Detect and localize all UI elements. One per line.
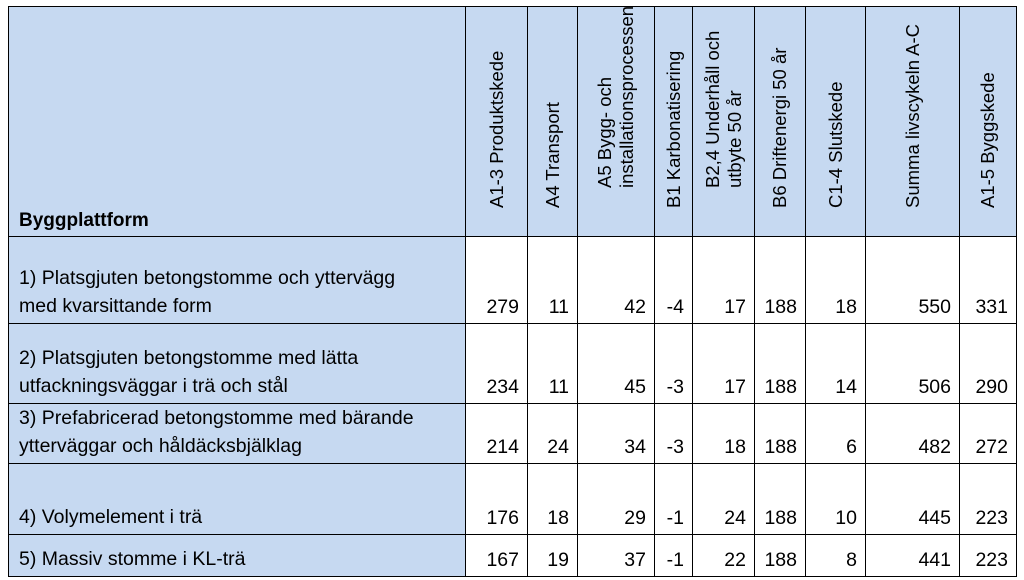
value-cell: 331 [959, 236, 1017, 324]
value-cell: -1 [654, 534, 693, 577]
row-label-line: 3) Prefabricerad betongstomme med bärand… [19, 407, 414, 429]
table-row: 3) Prefabricerad betongstomme med bärand… [8, 403, 1017, 464]
column-header-line-1: A5 Bygg- och [594, 76, 615, 188]
column-header-line-1: B2,4 Underhåll och [701, 30, 723, 188]
row-label: 5) Massiv stomme i KL-trä [8, 534, 466, 577]
row-label: 1) Platsgjuten betongstomme och ytterväg… [8, 236, 466, 324]
value-cell: 45 [577, 323, 655, 404]
value-cell: 8 [805, 534, 866, 577]
value-cell: 22 [692, 534, 755, 577]
value-cell: 445 [865, 463, 960, 535]
value-cell: 188 [754, 534, 806, 577]
value-cell: 550 [865, 236, 960, 324]
row-label-line: 5) Massiv stomme i KL-trä [19, 548, 246, 570]
column-header-a5: A5 Bygg- och installationsprocessen [577, 6, 655, 237]
value-cell: 188 [754, 403, 806, 464]
value-cell: 14 [805, 323, 866, 404]
value-cell: 223 [959, 463, 1017, 535]
value-cell: 214 [465, 403, 528, 464]
row-label: 4) Volymelement i trä [8, 463, 466, 535]
table-row: 4) Volymelement i trä 176 18 29 -1 24 18… [8, 463, 1017, 535]
value-cell: 18 [692, 403, 755, 464]
value-cell: 188 [754, 463, 806, 535]
row-label: 3) Prefabricerad betongstomme med bärand… [8, 403, 466, 464]
table-row: 5) Massiv stomme i KL-trä 167 19 37 -1 2… [8, 534, 1017, 577]
value-cell: 17 [692, 323, 755, 404]
value-cell: 11 [527, 236, 578, 324]
value-cell: 24 [692, 463, 755, 535]
column-header-line-2: installationsprocessen [616, 5, 637, 188]
value-cell: 176 [465, 463, 528, 535]
value-cell: 188 [754, 236, 806, 324]
column-header-a1-5: A1-5 Byggskede [959, 6, 1017, 237]
column-header-text: A1-3 Produktskede [485, 50, 507, 208]
column-header-a1-3: A1-3 Produktskede [465, 6, 528, 237]
value-cell: 290 [959, 323, 1017, 404]
value-cell: 42 [577, 236, 655, 324]
column-header-b2-4: B2,4 Underhåll och utbyte 50 år [692, 6, 755, 237]
column-header-text: B6 Driftenergi 50 år [769, 47, 790, 208]
value-cell: 279 [465, 236, 528, 324]
column-header-text: A5 Bygg- och installationsprocessen [594, 6, 638, 188]
value-cell: 272 [959, 403, 1017, 464]
column-header-text: A4 Transport [541, 102, 563, 208]
value-cell: 188 [754, 323, 806, 404]
value-cell: 234 [465, 323, 528, 404]
column-header-text: A1-5 Byggskede [977, 72, 998, 208]
value-cell: -1 [654, 463, 693, 535]
value-cell: 482 [865, 403, 960, 464]
table-row: 2) Platsgjuten betongstomme med lätta utf… [8, 323, 1017, 404]
value-cell: 167 [465, 534, 528, 577]
row-label: 2) Platsgjuten betongstomme med lätta utf… [8, 323, 466, 404]
column-header-b1: B1 Karbonatisering [654, 6, 693, 237]
column-header-b6: B6 Driftenergi 50 år [754, 6, 806, 237]
row-label-line: med kvarsittande form [19, 295, 212, 317]
value-cell: -4 [654, 236, 693, 324]
column-header-c1-4: C1-4 Slutskede [805, 6, 866, 237]
column-header-text: C1-4 Slutskede [824, 81, 846, 208]
value-cell: 11 [527, 323, 578, 404]
value-cell: 19 [527, 534, 578, 577]
value-cell: 18 [805, 236, 866, 324]
column-header-text: B2,4 Underhåll och utbyte 50 år [702, 31, 746, 188]
value-cell: 441 [865, 534, 960, 577]
row-label-line: 4) Volymelement i trä [19, 506, 203, 528]
row-label-line: 2) Platsgjuten betongstomme med lätta [19, 347, 359, 369]
value-cell: 17 [692, 236, 755, 324]
row-label-line: ytterväggar och håldäcksbjälklag [19, 435, 302, 457]
row-label-line: 1) Platsgjuten betongstomme och ytterväg… [19, 267, 396, 289]
value-cell: 37 [577, 534, 655, 577]
value-cell: 24 [527, 403, 578, 464]
row-label-line: utfackningsväggar i trä och stål [19, 375, 288, 397]
column-header-summa: Summa livscykeln A-C [865, 6, 960, 237]
value-cell: 18 [527, 463, 578, 535]
value-cell: -3 [654, 323, 693, 404]
value-cell: 506 [865, 323, 960, 404]
column-header-text: B1 Karbonatisering [662, 50, 684, 208]
value-cell: 29 [577, 463, 655, 535]
value-cell: -3 [654, 403, 693, 464]
column-header-line-2: utbyte 50 år [723, 90, 745, 188]
column-header-a4: A4 Transport [527, 6, 578, 237]
platform-column-header: Byggplattform [8, 6, 466, 237]
table-row: 1) Platsgjuten betongstomme och ytterväg… [8, 236, 1017, 324]
header-row: Byggplattform A1-3 Produktskede A4 Trans… [8, 6, 1017, 237]
value-cell: 223 [959, 534, 1017, 577]
column-header-text: Summa livscykeln A-C [901, 23, 923, 208]
value-cell: 6 [805, 403, 866, 464]
climate-impact-table: Byggplattform A1-3 Produktskede A4 Trans… [8, 6, 1017, 577]
value-cell: 34 [577, 403, 655, 464]
value-cell: 10 [805, 463, 866, 535]
